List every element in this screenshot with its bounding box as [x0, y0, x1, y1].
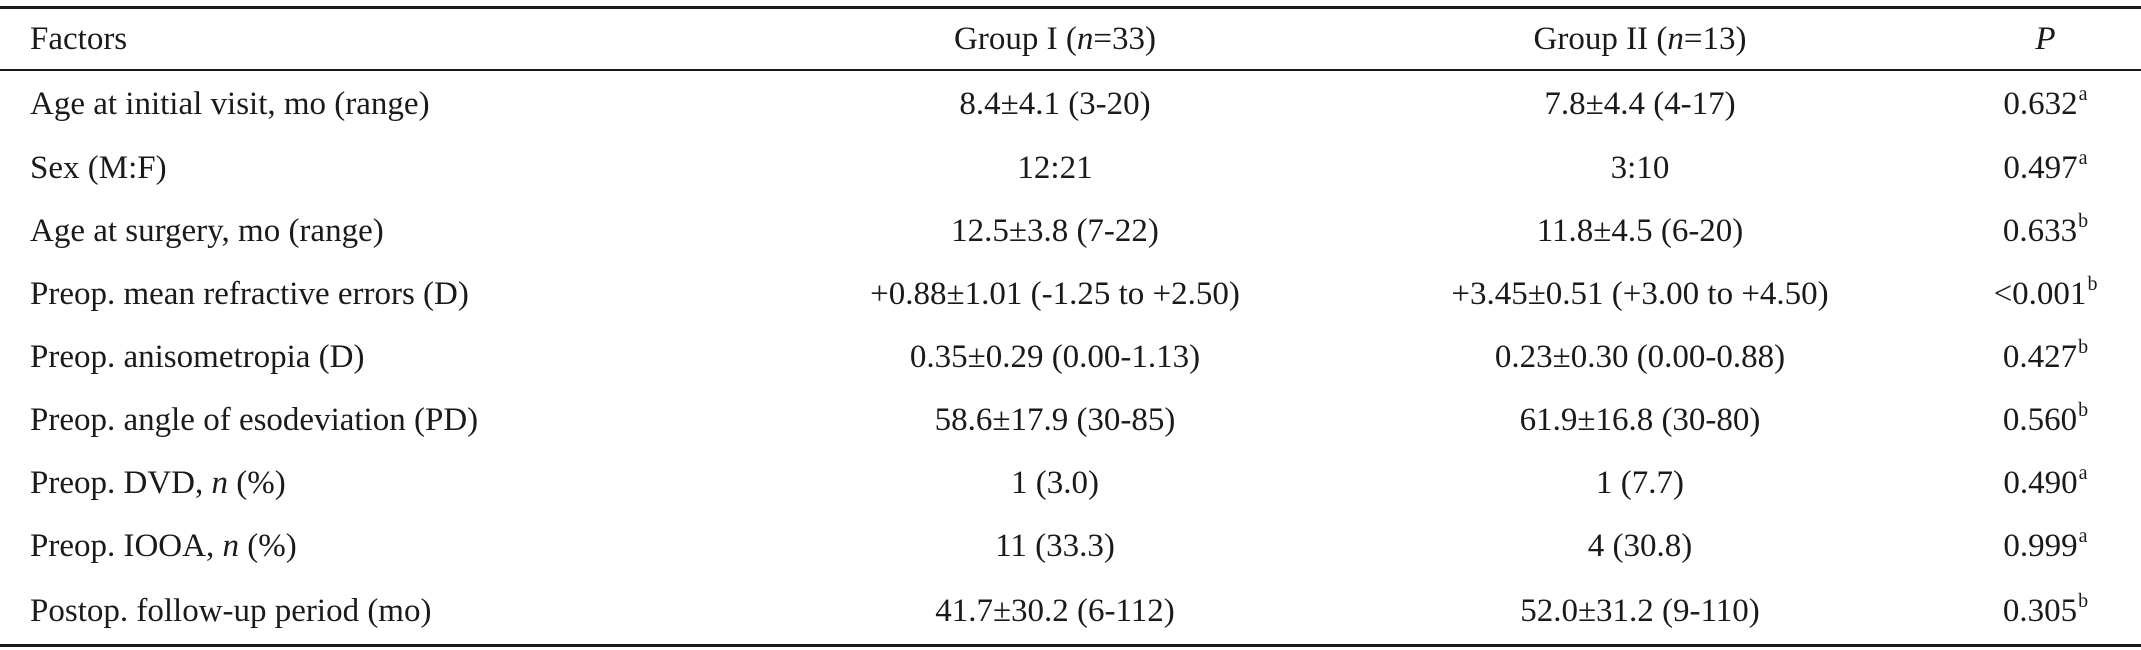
- factor-text: Age at surgery, mo (range): [30, 213, 384, 249]
- table-row: Preop. anisometropia (D) 0.35±0.29 (0.00-…: [0, 326, 2141, 389]
- cell-group1: 58.6±17.9 (30-85): [934, 402, 1176, 438]
- p-value: <0.001: [1993, 276, 2087, 312]
- p-value: 0.427: [2002, 339, 2078, 375]
- factor-text: Preop. anisometropia (D): [30, 339, 365, 375]
- header-group1-suffix: =33): [1093, 20, 1156, 57]
- header-group1-prefix: Group I (: [954, 20, 1077, 57]
- table-row: Sex (M:F) 12:21 3:10 0.497a: [0, 137, 2141, 200]
- factor-suffix: (%): [227, 465, 286, 501]
- cell-p-value: 0.490a: [1920, 452, 2141, 515]
- table-row: Postop. follow-up period (mo) 41.7±30.2 (…: [0, 578, 2141, 644]
- cell-group2: 7.8±4.4 (4-17): [1544, 85, 1736, 122]
- table-row: Preop. IOOA, n (%) 11 (33.3) 4 (30.8) 0.999…: [0, 515, 2141, 578]
- table-header-rule: [0, 69, 2141, 71]
- cell-p-value: 0.633b: [1920, 200, 2141, 263]
- cell-factor: Postop. follow-up period (mo): [0, 578, 750, 644]
- table-row: Preop. angle of esodeviation (PD) 58.6±17…: [0, 389, 2141, 452]
- factor-text: Preop. IOOA,: [30, 528, 223, 564]
- cell-group2: 1 (7.7): [1596, 465, 1684, 501]
- cell-group2: 52.0±31.2 (9-110): [1520, 592, 1760, 629]
- cell-factor: Preop. mean refractive errors (D): [0, 263, 750, 326]
- cell-factor: Preop. anisometropia (D): [0, 326, 750, 389]
- header-p-value: P: [1920, 9, 2141, 69]
- cell-group1: +0.88±1.01 (-1.25 to +2.50): [870, 276, 1240, 312]
- table-top-rule: [0, 6, 2141, 9]
- p-value-footnote: a: [2078, 147, 2088, 169]
- header-group2-prefix: Group II (: [1533, 20, 1668, 57]
- cell-factor: Preop. DVD, n (%): [0, 452, 750, 515]
- header-factors-label: Factors: [30, 20, 128, 57]
- p-value-footnote: a: [2078, 525, 2088, 547]
- factor-italic: n: [211, 465, 228, 501]
- header-group2-n: n: [1667, 20, 1684, 57]
- factor-text: Age at initial visit, mo (range): [30, 85, 430, 122]
- header-group2-suffix: =13): [1683, 20, 1747, 57]
- factor-italic: n: [222, 528, 239, 564]
- cell-group2: +3.45±0.51 (+3.00 to +4.50): [1451, 276, 1829, 312]
- comparison-table: Factors Group I (n=33) Group II (n=13) P…: [0, 6, 2141, 647]
- table-bottom-rule: [0, 644, 2141, 647]
- cell-p-value: 0.632a: [1920, 71, 2141, 137]
- p-value-footnote: b: [2078, 336, 2089, 358]
- cell-group2: 0.23±0.30 (0.00-0.88): [1494, 339, 1786, 375]
- cell-group2: 11.8±4.5 (6-20): [1536, 213, 1744, 249]
- factor-text: Postop. follow-up period (mo): [30, 592, 432, 629]
- p-value: 0.560: [2002, 402, 2078, 438]
- cell-p-value: 0.305b: [1920, 578, 2141, 644]
- cell-factor: Age at initial visit, mo (range): [0, 71, 750, 137]
- p-value-footnote: b: [2078, 589, 2089, 612]
- table-row: Preop. DVD, n (%) 1 (3.0) 1 (7.7) 0.490a: [0, 452, 2141, 515]
- cell-group1: 12.5±3.8 (7-22): [951, 213, 1159, 249]
- factor-text: Sex (M:F): [30, 150, 167, 186]
- p-value: 0.633: [2002, 213, 2078, 249]
- cell-p-value: 0.497a: [1920, 137, 2141, 200]
- cell-factor: Age at surgery, mo (range): [0, 200, 750, 263]
- factor-suffix: (%): [238, 528, 297, 564]
- p-value: 0.497: [2003, 150, 2078, 186]
- header-p-label: P: [2035, 20, 2056, 57]
- table-header-row: Factors Group I (n=33) Group II (n=13) P: [0, 9, 2141, 69]
- cell-group2: 61.9±16.8 (30-80): [1519, 402, 1761, 438]
- p-value: 0.999: [2003, 528, 2078, 564]
- header-factors: Factors: [0, 9, 750, 69]
- header-group2: Group II (n=13): [1360, 9, 1920, 69]
- p-value: 0.632: [2003, 85, 2078, 122]
- p-value-footnote: b: [2078, 399, 2089, 421]
- table-row: Age at surgery, mo (range) 12.5±3.8 (7-22…: [0, 200, 2141, 263]
- cell-group1: 8.4±4.1 (3-20): [959, 85, 1151, 122]
- p-value-footnote: b: [2078, 210, 2089, 232]
- cell-group1: 12:21: [1017, 150, 1093, 186]
- cell-group2: 3:10: [1610, 150, 1670, 186]
- header-group1-n: n: [1076, 20, 1094, 57]
- factor-text: Preop. mean refractive errors (D): [30, 276, 469, 312]
- cell-group1: 1 (3.0): [1011, 465, 1099, 501]
- cell-factor: Sex (M:F): [0, 137, 750, 200]
- cell-group1: 41.7±30.2 (6-112): [935, 592, 1175, 629]
- factor-text: Preop. angle of esodeviation (PD): [30, 402, 479, 438]
- cell-group2: 4 (30.8): [1587, 528, 1693, 564]
- cell-p-value: 0.560b: [1920, 389, 2141, 452]
- cell-factor: Preop. IOOA, n (%): [0, 515, 750, 578]
- p-value-footnote: a: [2078, 82, 2088, 105]
- factor-text: Preop. DVD,: [30, 465, 212, 501]
- cell-p-value: <0.001b: [1920, 263, 2141, 326]
- cell-group1: 11 (33.3): [995, 528, 1115, 564]
- header-group1: Group I (n=33): [750, 9, 1360, 69]
- cell-factor: Preop. angle of esodeviation (PD): [0, 389, 750, 452]
- cell-p-value: 0.999a: [1920, 515, 2141, 578]
- table-row: Age at initial visit, mo (range) 8.4±4.1 …: [0, 71, 2141, 137]
- table-row: Preop. mean refractive errors (D) +0.88±1…: [0, 263, 2141, 326]
- p-value-footnote: a: [2078, 462, 2088, 484]
- cell-group1: 0.35±0.29 (0.00-1.13): [909, 339, 1201, 375]
- p-value-footnote: b: [2087, 273, 2098, 295]
- cell-p-value: 0.427b: [1920, 326, 2141, 389]
- p-value: 0.305: [2002, 592, 2078, 629]
- p-value: 0.490: [2003, 465, 2078, 501]
